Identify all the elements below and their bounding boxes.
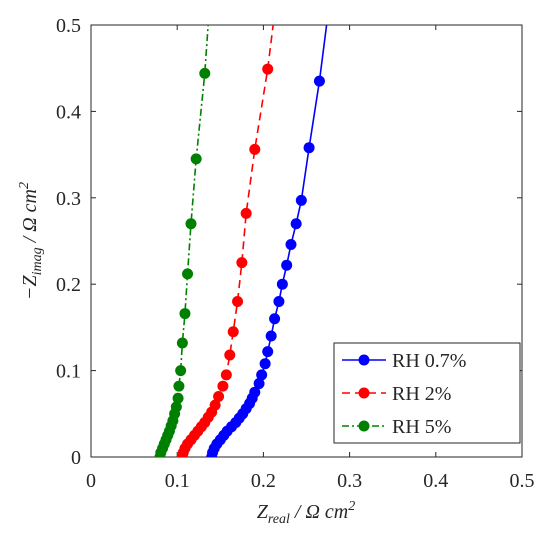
data-point xyxy=(256,369,268,381)
data-point xyxy=(273,295,285,307)
y-tick-label: 0.5 xyxy=(56,15,81,37)
data-point xyxy=(199,67,211,79)
data-point xyxy=(190,153,202,165)
y-tick-label: 0 xyxy=(71,447,81,469)
x-tick-label: 0.1 xyxy=(165,470,190,492)
x-label-main: Z xyxy=(257,501,269,523)
data-point xyxy=(175,365,187,377)
data-point xyxy=(249,386,261,398)
data-point xyxy=(303,142,315,154)
data-point xyxy=(179,308,191,320)
data-point xyxy=(240,207,252,219)
x-label-sub: real xyxy=(268,512,290,527)
data-point xyxy=(236,257,248,269)
y-label-sup: 2 xyxy=(17,182,32,189)
y-label-sub: imag xyxy=(30,247,45,275)
legend-label: RH 0.7% xyxy=(392,350,466,372)
data-point xyxy=(224,349,236,361)
y-tick-label: 0.1 xyxy=(56,361,81,383)
data-point xyxy=(295,194,307,206)
x-tick-label: 0.5 xyxy=(510,470,535,492)
data-point xyxy=(262,63,274,75)
legend-marker xyxy=(358,420,370,432)
data-point xyxy=(220,369,232,381)
data-point xyxy=(176,337,188,349)
data-point xyxy=(313,75,325,87)
data-point xyxy=(173,380,185,392)
data-point xyxy=(262,346,274,358)
data-point xyxy=(269,313,281,325)
data-point xyxy=(172,392,184,404)
data-point xyxy=(185,218,197,230)
legend-label: RH 5% xyxy=(392,416,451,438)
data-point xyxy=(276,278,288,290)
data-point xyxy=(265,330,277,342)
plot-area xyxy=(154,25,328,457)
data-point xyxy=(259,358,271,370)
x-tick-label: 0.2 xyxy=(251,470,276,492)
data-point xyxy=(213,391,225,403)
data-point xyxy=(249,143,261,155)
x-tick-label: 0 xyxy=(86,470,96,492)
y-tick-label: 0.2 xyxy=(56,274,81,296)
data-point xyxy=(182,268,194,280)
x-label-sup: 2 xyxy=(348,499,355,514)
x-label-rest: / Ω cm xyxy=(290,501,348,523)
legend-marker xyxy=(358,354,370,366)
data-point xyxy=(170,401,182,413)
legend-marker xyxy=(358,387,370,399)
y-label-rest: / Ω cm xyxy=(19,189,41,247)
data-point xyxy=(290,218,302,230)
data-point xyxy=(285,238,297,250)
legend-label: RH 2% xyxy=(392,383,451,405)
y-tick-label: 0.3 xyxy=(56,188,81,210)
y-axis-label: −Zimag / Ω cm2 xyxy=(17,182,45,300)
x-tick-label: 0.4 xyxy=(423,470,448,492)
x-tick-label: 0.3 xyxy=(337,470,362,492)
data-point xyxy=(253,378,265,390)
data-point xyxy=(281,259,293,271)
data-point xyxy=(232,295,244,307)
y-tick-label: 0.4 xyxy=(56,101,81,123)
plot-frame xyxy=(90,24,523,458)
y-label-main: −Z xyxy=(19,274,41,299)
data-point xyxy=(227,326,239,338)
x-axis-label: Zreal / Ω cm2 xyxy=(257,499,356,527)
data-point xyxy=(217,380,229,392)
data-point xyxy=(209,399,221,411)
